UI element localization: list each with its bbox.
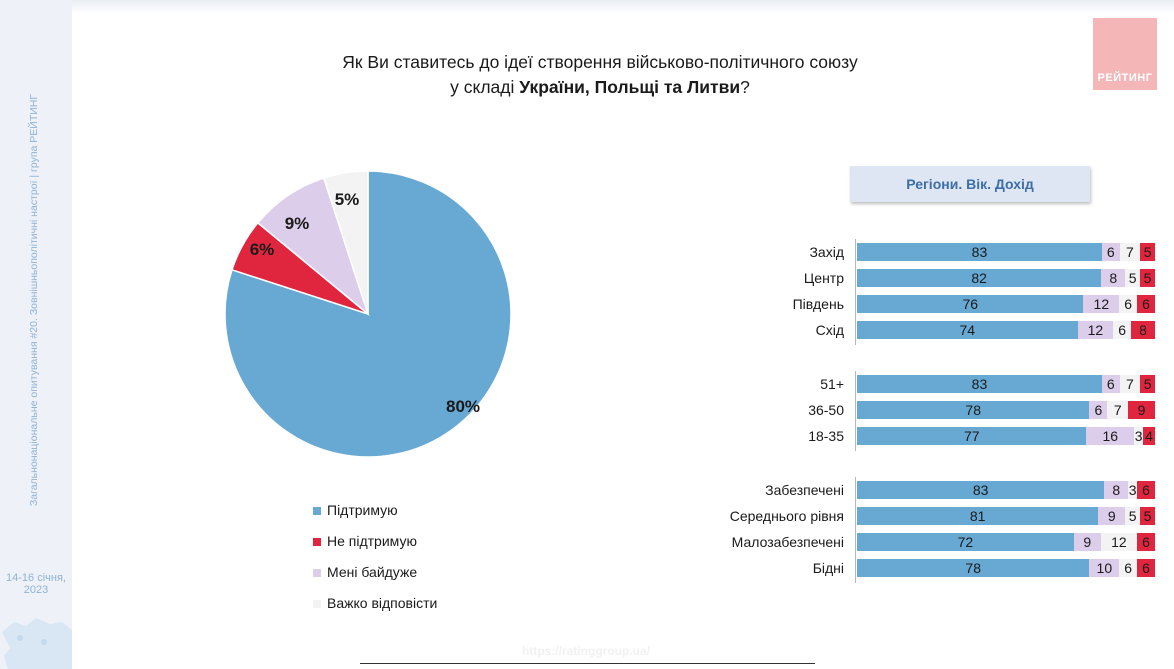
bar-axis-line bbox=[855, 371, 856, 451]
rating-logo: РЕЙТИНГ bbox=[1093, 18, 1157, 90]
bar-segment-Мені байдуже: 10 bbox=[1089, 559, 1120, 577]
bar-segment-Мені байдуже: 16 bbox=[1086, 427, 1135, 445]
bar-row-label: Малозабезпечені bbox=[731, 534, 844, 550]
legend-item-3: Важко відповісти bbox=[313, 595, 437, 626]
legend-item-2: Мені байдуже bbox=[313, 564, 437, 595]
bar-row-label: Центр bbox=[803, 270, 844, 286]
bar-segment-Підтримую: 74 bbox=[857, 321, 1078, 339]
legend-label-1: Не підтримую bbox=[327, 533, 417, 549]
title-line2: у складі України, Польщі та Литви? bbox=[280, 75, 920, 100]
bar-segment-Важко відповісти: 3 bbox=[1128, 481, 1138, 499]
bar-segment-Важко відповісти: 3 bbox=[1134, 427, 1144, 445]
title-suffix: ? bbox=[740, 77, 750, 97]
bar-segment-Важко відповісти: 7 bbox=[1119, 243, 1141, 261]
bar-segment-Важко відповісти: 7 bbox=[1119, 375, 1141, 393]
legend-swatch-1 bbox=[313, 538, 321, 546]
bar-segment-Не підтримую: 5 bbox=[1140, 375, 1155, 393]
bar-segment-Мені байдуже: 12 bbox=[1077, 321, 1114, 339]
bar-row-label: Схід bbox=[815, 322, 844, 338]
bar-segment-Підтримую: 76 bbox=[857, 295, 1084, 313]
pie-slice-2 bbox=[256, 177, 370, 317]
ukraine-map-icon bbox=[2, 618, 72, 669]
legend-item-0: Підтримую bbox=[313, 502, 437, 533]
legend-item-1: Не підтримую bbox=[313, 533, 437, 564]
survey-date-line1: 14-16 січня, bbox=[6, 572, 66, 584]
pie-slice-3 bbox=[322, 170, 369, 315]
pie-chart: 80% 6% 9% 5% bbox=[224, 170, 512, 458]
bar-segment-Важко відповісти: 12 bbox=[1100, 533, 1137, 551]
bar-segment-Підтримую: 83 bbox=[857, 243, 1102, 261]
bar-segment-Не підтримую: 4 bbox=[1143, 427, 1155, 445]
bar-segment-Підтримую: 78 bbox=[857, 559, 1090, 577]
title-line1: Як Ви ставитесь до ідеї створення військ… bbox=[342, 52, 858, 72]
legend-swatch-0 bbox=[313, 507, 321, 515]
bar-segment-Підтримую: 72 bbox=[857, 533, 1074, 551]
bar-row-label: Бідні bbox=[812, 560, 844, 576]
bar-segment-Не підтримую: 6 bbox=[1137, 559, 1155, 577]
bar-segment-Не підтримую: 6 bbox=[1137, 481, 1155, 499]
bar-row-label: 36-50 bbox=[808, 402, 844, 418]
bar-axis-line bbox=[855, 239, 856, 345]
legend-label-3: Важко відповісти bbox=[327, 595, 438, 611]
bar-segment-Підтримую: 83 bbox=[857, 481, 1105, 499]
bar-segment-Підтримую: 83 bbox=[857, 375, 1102, 393]
bar-segment-Мені байдуже: 12 bbox=[1083, 295, 1120, 313]
bar-segment-Мені байдуже: 6 bbox=[1101, 375, 1120, 393]
bar-panel-title: Регіони. Вік. Дохід bbox=[850, 166, 1090, 202]
chart-title: Як Ви ставитесь до ідеї створення військ… bbox=[280, 50, 920, 100]
bar-segment-Не підтримую: 5 bbox=[1140, 507, 1155, 525]
legend-label-0: Підтримую bbox=[327, 502, 398, 518]
bar-segment-Мені байдуже: 6 bbox=[1101, 243, 1120, 261]
sidebar: Загальнонаціональне опитування #20. Зовн… bbox=[0, 0, 72, 669]
top-gradient-bar bbox=[0, 0, 1174, 14]
bar-segment-Підтримую: 82 bbox=[857, 269, 1102, 287]
bar-segment-Підтримую: 78 bbox=[857, 401, 1090, 419]
bar-segment-Не підтримую: 6 bbox=[1137, 295, 1155, 313]
bar-segment-Не підтримую: 9 bbox=[1128, 401, 1155, 419]
website-url: https://ratinggroup.ua/ bbox=[522, 644, 650, 658]
legend-swatch-2 bbox=[313, 569, 321, 577]
bar-row-label: 18-35 bbox=[808, 428, 844, 444]
pie-legend: Підтримую Не підтримую Мені байдуже Важко в… bbox=[313, 502, 437, 626]
pie-label-3: 5% bbox=[335, 190, 360, 209]
survey-date-line2: 2023 bbox=[23, 584, 49, 596]
bar-row-label: 51+ bbox=[820, 376, 844, 392]
pie-label-2: 9% bbox=[285, 214, 310, 233]
bar-segment-Важко відповісти: 6 bbox=[1119, 295, 1138, 313]
bar-axis-line bbox=[855, 477, 856, 583]
bar-row-label: Південь bbox=[792, 296, 844, 312]
bar-segment-Мені байдуже: 9 bbox=[1073, 533, 1101, 551]
bar-segment-Підтримую: 81 bbox=[857, 507, 1099, 525]
pie-label-1: 6% bbox=[250, 240, 275, 259]
bar-row-label: Забезпечені bbox=[765, 482, 844, 498]
bar-row-label: Захід bbox=[809, 244, 844, 260]
bar-segment-Важко відповісти: 6 bbox=[1113, 321, 1132, 339]
bar-segment-Мені байдуже: 8 bbox=[1104, 481, 1129, 499]
legend-label-2: Мені байдуже bbox=[327, 564, 418, 580]
bar-segment-Важко відповісти: 5 bbox=[1125, 507, 1141, 525]
bar-segment-Важко відповісти: 5 bbox=[1125, 269, 1141, 287]
bar-segment-Важко відповісти: 7 bbox=[1107, 401, 1129, 419]
bar-segment-Не підтримую: 5 bbox=[1140, 269, 1155, 287]
title-prefix: у складі bbox=[450, 77, 520, 97]
bar-segment-Підтримую: 77 bbox=[857, 427, 1087, 445]
bar-segment-Не підтримую: 8 bbox=[1131, 321, 1155, 339]
bar-segment-Не підтримую: 5 bbox=[1140, 243, 1155, 261]
bar-segment-Не підтримую: 6 bbox=[1136, 533, 1155, 551]
logo-text: РЕЙТИНГ bbox=[1097, 72, 1153, 84]
title-bold: України, Польщі та Литви bbox=[519, 77, 741, 97]
footer-line bbox=[360, 663, 815, 664]
bar-segment-Мені байдуже: 6 bbox=[1089, 401, 1108, 419]
bar-segment-Важко відповісти: 6 bbox=[1119, 559, 1138, 577]
bar-row-label: Середнього рівня bbox=[729, 508, 844, 524]
bar-segment-Мені байдуже: 8 bbox=[1101, 269, 1126, 287]
bar-segment-Мені байдуже: 9 bbox=[1098, 507, 1126, 525]
survey-caption: Загальнонаціональне опитування #20. Зовн… bbox=[28, 93, 40, 507]
legend-swatch-3 bbox=[313, 600, 321, 608]
pie-label-0: 80% bbox=[446, 397, 480, 416]
survey-date: 14-16 січня, 2023 bbox=[0, 572, 72, 596]
